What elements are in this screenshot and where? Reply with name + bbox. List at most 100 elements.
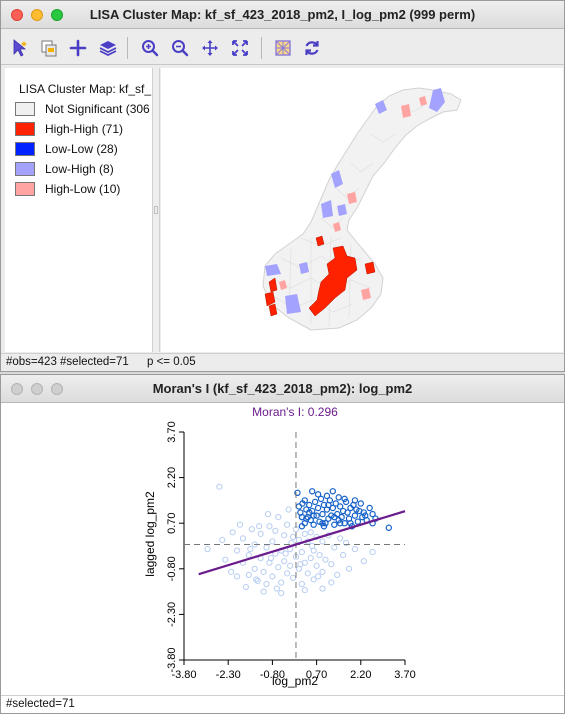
selected-point[interactable]	[331, 521, 338, 528]
splitter-grip[interactable]	[154, 206, 158, 214]
unselected-point[interactable]	[316, 552, 323, 559]
unselected-point[interactable]	[369, 548, 376, 556]
unselected-point[interactable]	[295, 536, 303, 544]
map-legend[interactable]: LISA Cluster Map: kf_sf_ Not Significant…	[5, 68, 152, 352]
unselected-point[interactable]	[260, 588, 267, 595]
unselected-point[interactable]	[233, 547, 241, 554]
maximize-button[interactable]	[51, 9, 63, 21]
selected-point[interactable]	[336, 519, 344, 527]
moran-titlebar[interactable]: Moran's I (kf_sf_423_2018_pm2): log_pm2	[1, 375, 564, 403]
selected-point[interactable]	[313, 512, 320, 519]
unselected-point[interactable]	[233, 573, 241, 580]
close-button[interactable]	[11, 383, 23, 395]
unselected-point[interactable]	[253, 576, 260, 583]
map-canvas[interactable]	[161, 68, 563, 352]
scatter-points[interactable]	[204, 483, 392, 597]
minimize-button[interactable]	[31, 9, 43, 21]
unselected-point[interactable]	[219, 536, 226, 544]
unselected-point[interactable]	[216, 483, 223, 490]
selected-point[interactable]	[322, 519, 329, 527]
unselected-point[interactable]	[284, 521, 291, 528]
unselected-point[interactable]	[286, 562, 294, 569]
unselected-point[interactable]	[310, 576, 317, 583]
selected-point[interactable]	[341, 519, 348, 527]
unselected-point[interactable]	[204, 545, 211, 553]
selected-point[interactable]	[342, 498, 350, 506]
selected-point[interactable]	[329, 504, 337, 512]
unselected-point[interactable]	[256, 523, 263, 530]
unselected-point[interactable]	[301, 530, 308, 537]
unselected-point[interactable]	[257, 530, 264, 537]
unselected-point[interactable]	[275, 564, 282, 571]
unselected-point[interactable]	[313, 562, 320, 569]
unselected-point[interactable]	[228, 568, 235, 575]
unselected-point[interactable]	[334, 571, 341, 578]
selected-point[interactable]	[344, 509, 351, 516]
refresh-icon[interactable]	[301, 37, 323, 59]
selected-point[interactable]	[310, 512, 317, 519]
selected-point[interactable]	[298, 523, 306, 530]
zoom-out-icon[interactable]	[169, 37, 191, 59]
unselected-point[interactable]	[304, 570, 311, 577]
moran-scatter-svg[interactable]: Moran's I: 0.296 -3.80 -2.30 -0.80 0.70 2.20…	[1, 403, 564, 695]
selected-point[interactable]	[362, 512, 369, 519]
unselected-point[interactable]	[284, 570, 291, 577]
unselected-point[interactable]	[242, 583, 249, 591]
unselected-point[interactable]	[309, 542, 316, 550]
unselected-point[interactable]	[319, 568, 326, 575]
selected-point[interactable]	[314, 491, 322, 498]
unselected-point[interactable]	[328, 561, 335, 568]
selected-point[interactable]	[357, 500, 364, 507]
unselected-point[interactable]	[247, 545, 254, 553]
unselected-point[interactable]	[251, 565, 258, 572]
selected-point[interactable]	[366, 504, 373, 512]
unselected-point[interactable]	[222, 556, 229, 563]
unselected-point[interactable]	[328, 579, 335, 586]
unselected-point[interactable]	[278, 579, 285, 586]
unselected-point[interactable]	[289, 533, 297, 540]
selected-point[interactable]	[306, 509, 313, 516]
selected-point[interactable]	[320, 523, 328, 530]
unselected-point[interactable]	[289, 574, 297, 582]
selected-point[interactable]	[303, 515, 310, 522]
selected-point[interactable]	[310, 521, 317, 528]
unselected-point[interactable]	[281, 558, 288, 565]
unselected-point[interactable]	[301, 586, 308, 594]
unselected-point[interactable]	[254, 577, 261, 585]
moran-scatter-plot[interactable]: Moran's I: 0.296 -3.80 -2.30 -0.80 0.70 2.20…	[1, 403, 564, 695]
selected-point[interactable]	[319, 510, 326, 518]
selected-point[interactable]	[336, 503, 344, 510]
basemap-icon[interactable]	[272, 37, 294, 59]
unselected-point[interactable]	[278, 590, 285, 597]
unselected-point[interactable]	[282, 550, 289, 557]
selected-point[interactable]	[308, 488, 316, 495]
unselected-point[interactable]	[248, 526, 255, 533]
selected-point[interactable]	[320, 501, 328, 509]
legend-splitter[interactable]	[152, 68, 160, 352]
zoom-in-icon[interactable]	[139, 37, 161, 59]
unselected-point[interactable]	[245, 552, 252, 559]
layers-icon[interactable]	[97, 37, 119, 59]
unselected-point[interactable]	[266, 523, 273, 530]
selected-point[interactable]	[306, 501, 313, 509]
copy-layer-icon[interactable]	[38, 37, 60, 59]
unselected-point[interactable]	[275, 514, 282, 521]
select-pointer-icon[interactable]	[9, 37, 31, 59]
unselected-point[interactable]	[319, 585, 326, 592]
selected-point[interactable]	[325, 501, 332, 509]
unselected-point[interactable]	[263, 544, 270, 551]
selected-point[interactable]	[331, 513, 338, 521]
selected-point[interactable]	[294, 489, 301, 497]
unselected-point[interactable]	[307, 555, 314, 562]
selected-point[interactable]	[317, 495, 325, 503]
minimize-button[interactable]	[31, 383, 43, 395]
selected-point[interactable]	[351, 512, 359, 519]
selected-point[interactable]	[351, 497, 359, 504]
lisa-titlebar[interactable]: LISA Cluster Map: kf_sf_423_2018_pm2, I_…	[1, 1, 564, 29]
unselected-point[interactable]	[331, 544, 338, 551]
unselected-point[interactable]	[351, 545, 359, 553]
selected-point[interactable]	[338, 513, 345, 521]
unselected-point[interactable]	[264, 510, 272, 518]
unselected-point[interactable]	[340, 552, 347, 559]
selected-point[interactable]	[319, 519, 326, 527]
